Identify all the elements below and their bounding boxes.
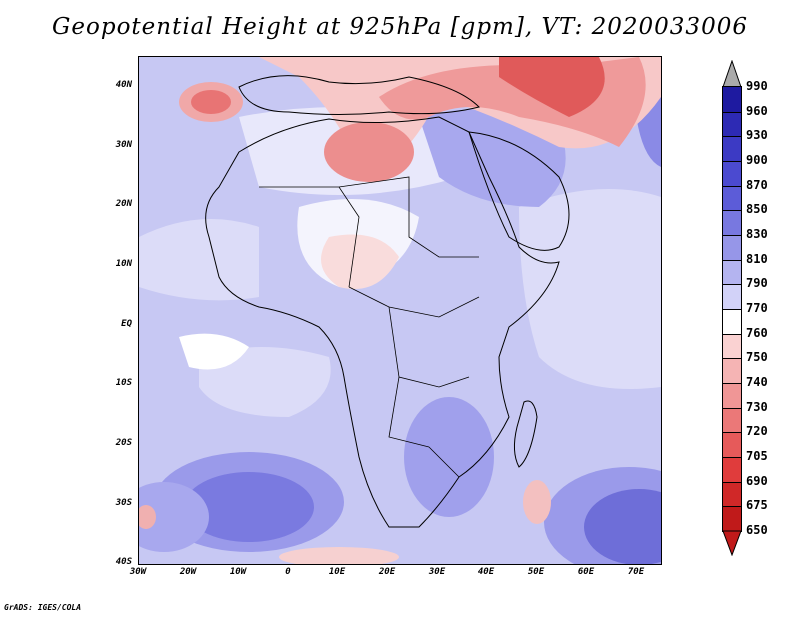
lon-label: 60E (577, 567, 595, 577)
arabia-coastline (468, 131, 570, 251)
contour-map (139, 57, 661, 564)
colorbar-swatch (723, 161, 741, 186)
lat-label: 20N (115, 199, 132, 209)
colorbar-swatch (723, 185, 741, 211)
blue-region (584, 489, 661, 564)
colorbar-level-label: 930 (746, 128, 768, 143)
lon-label: 20E (378, 567, 396, 577)
colorbar-swatch (723, 284, 741, 309)
footer-credit: GrADS: IGES/COLA (4, 603, 82, 612)
colorbar-swatch (723, 111, 741, 137)
red-region (499, 57, 605, 117)
white-region (179, 333, 249, 370)
red-region (139, 505, 156, 529)
colorbar-level-label: 705 (746, 449, 768, 463)
colorbar-level-label: 770 (746, 301, 768, 315)
colorbar-level-label: 830 (746, 227, 768, 241)
colorbar-top-arrow (722, 60, 742, 88)
light-region (519, 189, 661, 389)
colorbar-swatch (723, 235, 741, 260)
colorbar-swatch (723, 309, 741, 334)
colorbar-level-label: 760 (746, 325, 768, 340)
colorbar-swatch (723, 407, 741, 433)
lat-label: 30S (115, 498, 132, 508)
colorbar-level-label: 960 (746, 103, 768, 118)
map-panel (138, 56, 662, 565)
africa-coastline (205, 116, 560, 528)
colorbar-level-label: 750 (746, 350, 768, 365)
red-region (279, 547, 399, 564)
colorbar-swatch (723, 432, 741, 457)
colorbar-level-label: 810 (746, 251, 768, 266)
lat-label: EQ (121, 319, 132, 329)
colorbar-swatch (723, 383, 741, 408)
lat-label: 40N (115, 80, 132, 90)
blue-region (419, 109, 566, 207)
colorbar-level-label: 900 (746, 153, 768, 167)
colorbar-swatch (723, 358, 741, 383)
lon-label: 70E (627, 567, 645, 577)
blue-region (184, 472, 314, 542)
colorbar-level-label: 740 (746, 375, 768, 389)
colorbar-level-label: 790 (746, 276, 768, 291)
colorbar-swatch (723, 506, 741, 531)
lon-label: 10W (229, 567, 247, 577)
lon-label: 20W (179, 567, 197, 577)
blue-region (404, 397, 494, 517)
lat-label: 40S (115, 557, 132, 567)
colorbar-swatch (723, 87, 741, 112)
lat-label: 20S (115, 438, 132, 448)
colorbar-swatch (723, 136, 741, 161)
lon-label: 50E (527, 567, 545, 577)
europe-coastline (238, 75, 480, 115)
colorbar (722, 86, 742, 532)
lat-label: 10S (115, 378, 132, 388)
lat-label: 30N (115, 140, 132, 150)
colorbar-level-label: 650 (746, 523, 768, 537)
lat-label: 10N (115, 259, 132, 269)
colorbar-level-label: 850 (746, 202, 768, 217)
colorbar-level-label: 990 (746, 79, 768, 93)
colorbar-swatch (723, 481, 741, 507)
light-region (139, 219, 259, 301)
colorbar-swatch (723, 457, 741, 482)
lon-label: 10E (328, 567, 346, 577)
colorbar-level-label: 720 (746, 424, 768, 439)
colorbar-level-label: 730 (746, 399, 768, 414)
colorbar-level-label: 690 (746, 473, 768, 488)
red-region (523, 480, 551, 524)
light-region (199, 347, 331, 417)
colorbar-level-label: 675 (746, 498, 768, 513)
red-region (324, 122, 414, 182)
red-region (191, 90, 231, 114)
colorbar-swatch (723, 210, 741, 235)
lon-label: 40E (477, 567, 495, 577)
blue-region (139, 482, 209, 552)
lon-label: 30W (129, 567, 147, 577)
colorbar-swatch (723, 259, 741, 285)
country-borders (259, 176, 480, 478)
colorbar-swatch (723, 333, 741, 359)
colorbar-level-label: 870 (746, 177, 768, 192)
lon-label: 0 (285, 567, 291, 577)
madagascar-coastline (513, 400, 538, 468)
lon-label: 30E (428, 567, 446, 577)
red-region (321, 234, 399, 289)
map-title: Geopotential Height at 925hPa [gpm], VT:… (52, 14, 748, 40)
colorbar-bottom-arrow (722, 530, 742, 556)
